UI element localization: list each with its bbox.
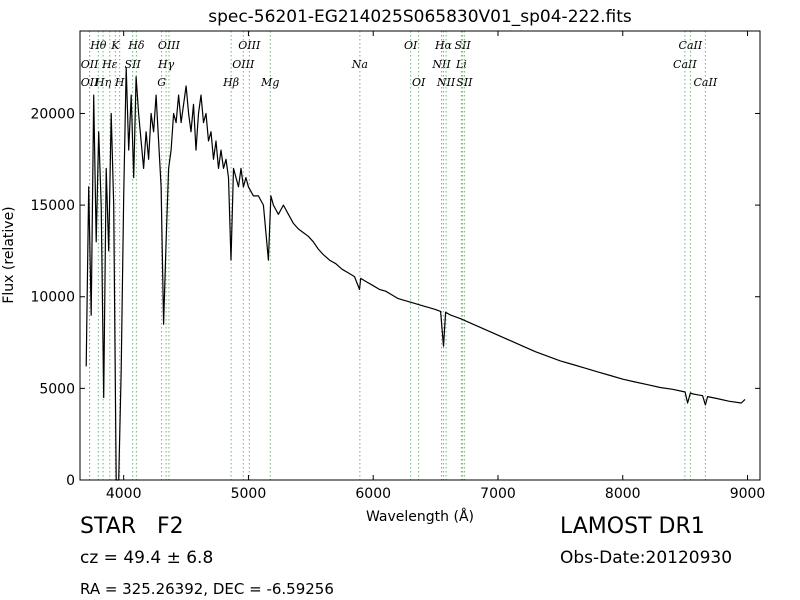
spectral-line-label: Hβ	[222, 76, 239, 89]
spectral-line-label: OI	[404, 39, 418, 52]
spectrum-line	[85, 67, 746, 481]
subclass-text: F2	[157, 514, 184, 539]
spectral-line-label: NII	[436, 76, 456, 89]
y-tick-label: 5000	[39, 381, 75, 397]
spectral-line-label: Hα	[434, 39, 453, 52]
x-tick-label: 4000	[106, 486, 142, 502]
y-tick-label: 0	[66, 473, 75, 489]
spectral-line-label: SII	[455, 39, 472, 52]
spectral-line-label: Hδ	[127, 39, 145, 52]
spectral-line-label: Mg	[260, 76, 279, 89]
spectral-line-label: CaII	[673, 58, 697, 71]
spectral-line-label: Hε	[101, 58, 118, 71]
spectral-line-label: Hθ	[89, 39, 107, 52]
x-tick-label: 9000	[730, 486, 766, 502]
chart-title: spec-56201-EG214025S065830V01_sp04-222.f…	[208, 7, 632, 27]
spectral-line-label: OIII	[232, 58, 255, 71]
spectral-line-label: CaII	[679, 39, 703, 52]
spectral-line-label: OIII	[158, 39, 181, 52]
axes-frame	[79, 30, 761, 481]
y-tick-label: 10000	[30, 290, 75, 306]
survey-label: LAMOST DR1	[560, 514, 705, 539]
plot-area: OIIOIIHθHηHεKHSIIHδGHγOIIIHβOIIIOIIIMgNa…	[30, 30, 766, 502]
spectral-line-label: OIII	[238, 39, 261, 52]
spectral-line-label: Li	[455, 58, 467, 71]
x-axis-label: Wavelength (Å)	[366, 508, 474, 525]
y-axis-label: Flux (relative)	[1, 206, 17, 303]
x-tick-label: 7000	[480, 486, 516, 502]
cz-text: cz = 49.4 ± 6.8	[80, 548, 214, 568]
spectral-line-label: SII	[125, 58, 142, 71]
spectral-line-label: Na	[351, 58, 368, 71]
spectral-line-label: K	[110, 39, 120, 52]
spectral-line-label: Hη	[94, 76, 112, 89]
spectral-line-label: Hγ	[157, 58, 175, 71]
x-tick-label: 8000	[605, 486, 641, 502]
y-tick-label: 20000	[30, 106, 75, 122]
spectral-line-label: NII	[431, 58, 451, 71]
coordinates-text: RA = 325.26392, DEC = -6.59256	[80, 580, 334, 598]
spectral-line-label: SII	[456, 76, 473, 89]
x-tick-label: 6000	[355, 486, 391, 502]
x-tick-label: 5000	[231, 486, 267, 502]
spectral-line-label: CaII	[694, 76, 718, 89]
star-class-label: STAR F2	[80, 514, 184, 539]
spectral-line-label: G	[157, 76, 166, 89]
spectral-line-label: H	[114, 76, 125, 89]
y-tick-label: 15000	[30, 198, 75, 214]
spectral-line-label: OI	[412, 76, 426, 89]
class-text: STAR	[80, 514, 137, 539]
spectral-line-label: OII	[81, 76, 99, 89]
obs-date-text: Obs-Date:20120930	[560, 548, 733, 568]
